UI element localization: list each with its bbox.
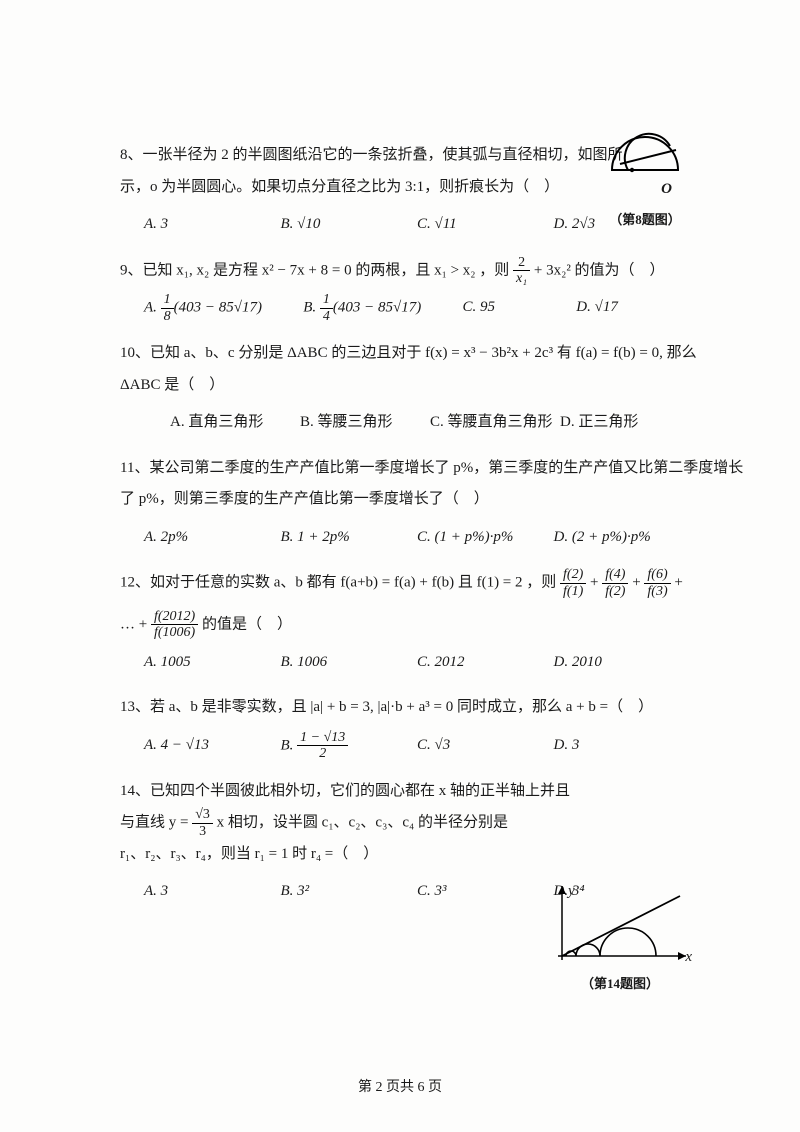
q12-options: A. 1005 B. 1006 C. 2012 D. 2010 [144,647,690,679]
q12-line2: … + f(2012)f(1006) 的值是（ ） [120,609,690,641]
q14-line3: r₁、r₂、r₃、r₄，则当 r₁ = 1 时 r₄ =（ ） [120,839,690,871]
q11-opt-B: B. 1 + 2p% [281,522,418,554]
q13-options: A. 4 − √13 B. 1 − √132 C. √3 D. 3 [144,730,690,762]
q12-opt-C: C. 2012 [417,647,554,679]
q12-opt-A: A. 1005 [144,647,281,679]
figure-q14-caption: （第14题图） [550,970,690,997]
q12-line1: 12、如对于任意的实数 a、b 都有 f(a+b) = f(a) + f(b) … [120,567,690,599]
q10-opt-D: D. 正三角形 [560,407,690,439]
question-9: 9、已知 x₁, x₂ 是方程 x² − 7x + 8 = 0 的两根，且 x₁… [120,255,690,287]
question-13: 13、若 a、b 是非零实数，且 |a| + b = 3, |a|·b + a³… [120,692,690,724]
q14-line2: 与直线 y = √33 x 相切，设半圆 c₁、c₂、c₃、c₄ 的半径分别是 [120,807,690,839]
semicircle-fold-icon [606,128,684,178]
q10-opt-A: A. 直角三角形 [170,407,300,439]
q9-opt-B: B. 14(403 − 85√17) [303,292,462,324]
q14-opt-C: C. 3³ [417,876,554,908]
exam-page: O （第8题图） 8、一张半径为 2 的半圆图纸沿它的一条弦折叠，使其弧与直径相… [0,0,800,1132]
question-12: 12、如对于任意的实数 a、b 都有 f(a+b) = f(a) + f(b) … [120,567,690,641]
q14-opt-B: B. 3² [281,876,418,908]
figure-q8: O （第8题图） [600,128,690,233]
question-10: 10、已知 a、b、c 分别是 ΔABC 的三边且对于 f(x) = x³ − … [120,338,690,401]
q10-line2: ΔABC 是（ ） [120,370,690,402]
q9-opt-D: D. √17 [576,292,690,324]
q9-opt-C: C. 95 [463,292,577,324]
q11-options: A. 2p% B. 1 + 2p% C. (1 + p%)·p% D. (2 +… [144,522,690,554]
q8-opt-A: A. 3 [144,209,281,241]
q13-opt-A: A. 4 − √13 [144,730,281,762]
q8-opt-B: B. √10 [281,209,418,241]
q14-line1: 14、已知四个半圆彼此相外切，它们的圆心都在 x 轴的正半轴上并且 [120,776,690,808]
figure-q14: x y （第14题图） [550,880,690,997]
q13-opt-B: B. 1 − √132 [281,730,418,762]
q11-line2: 了 p%，则第三季度的生产产值比第一季度增长了（ ） [120,484,690,516]
q12-opt-D: D. 2010 [554,647,691,679]
q10-line1: 10、已知 a、b、c 分别是 ΔABC 的三边且对于 f(x) = x³ − … [120,338,690,370]
question-14: 14、已知四个半圆彼此相外切，它们的圆心都在 x 轴的正半轴上并且 与直线 y … [120,776,690,871]
page-footer: 第 2 页共 6 页 [0,1073,800,1102]
q13-opt-D: D. 3 [554,730,691,762]
q11-opt-D: D. (2 + p%)·p% [554,522,691,554]
axis-x-label: x [685,942,692,974]
q10-opt-C: C. 等腰直角三角形 [430,407,560,439]
axis-y-label: y [568,876,575,908]
q11-line1: 11、某公司第二季度的生产产值比第一季度增长了 p%，第三季度的生产产值又比第二… [120,453,690,485]
q9-options: A. 18(403 − 85√17) B. 14(403 − 85√17) C.… [144,292,690,324]
q11-opt-C: C. (1 + p%)·p% [417,522,554,554]
figure-q8-caption: （第8题图） [600,206,690,233]
q12-opt-B: B. 1006 [281,647,418,679]
q9-opt-A: A. 18(403 − 85√17) [144,292,303,324]
q8-opt-C: C. √11 [417,209,554,241]
q13-opt-C: C. √3 [417,730,554,762]
q10-options: A. 直角三角形 B. 等腰三角形 C. 等腰直角三角形 D. 正三角形 [170,407,690,439]
q14-opt-A: A. 3 [144,876,281,908]
label-O: O [600,174,672,206]
q10-opt-B: B. 等腰三角形 [300,407,430,439]
q11-opt-A: A. 2p% [144,522,281,554]
question-11: 11、某公司第二季度的生产产值比第一季度增长了 p%，第三季度的生产产值又比第二… [120,453,690,516]
